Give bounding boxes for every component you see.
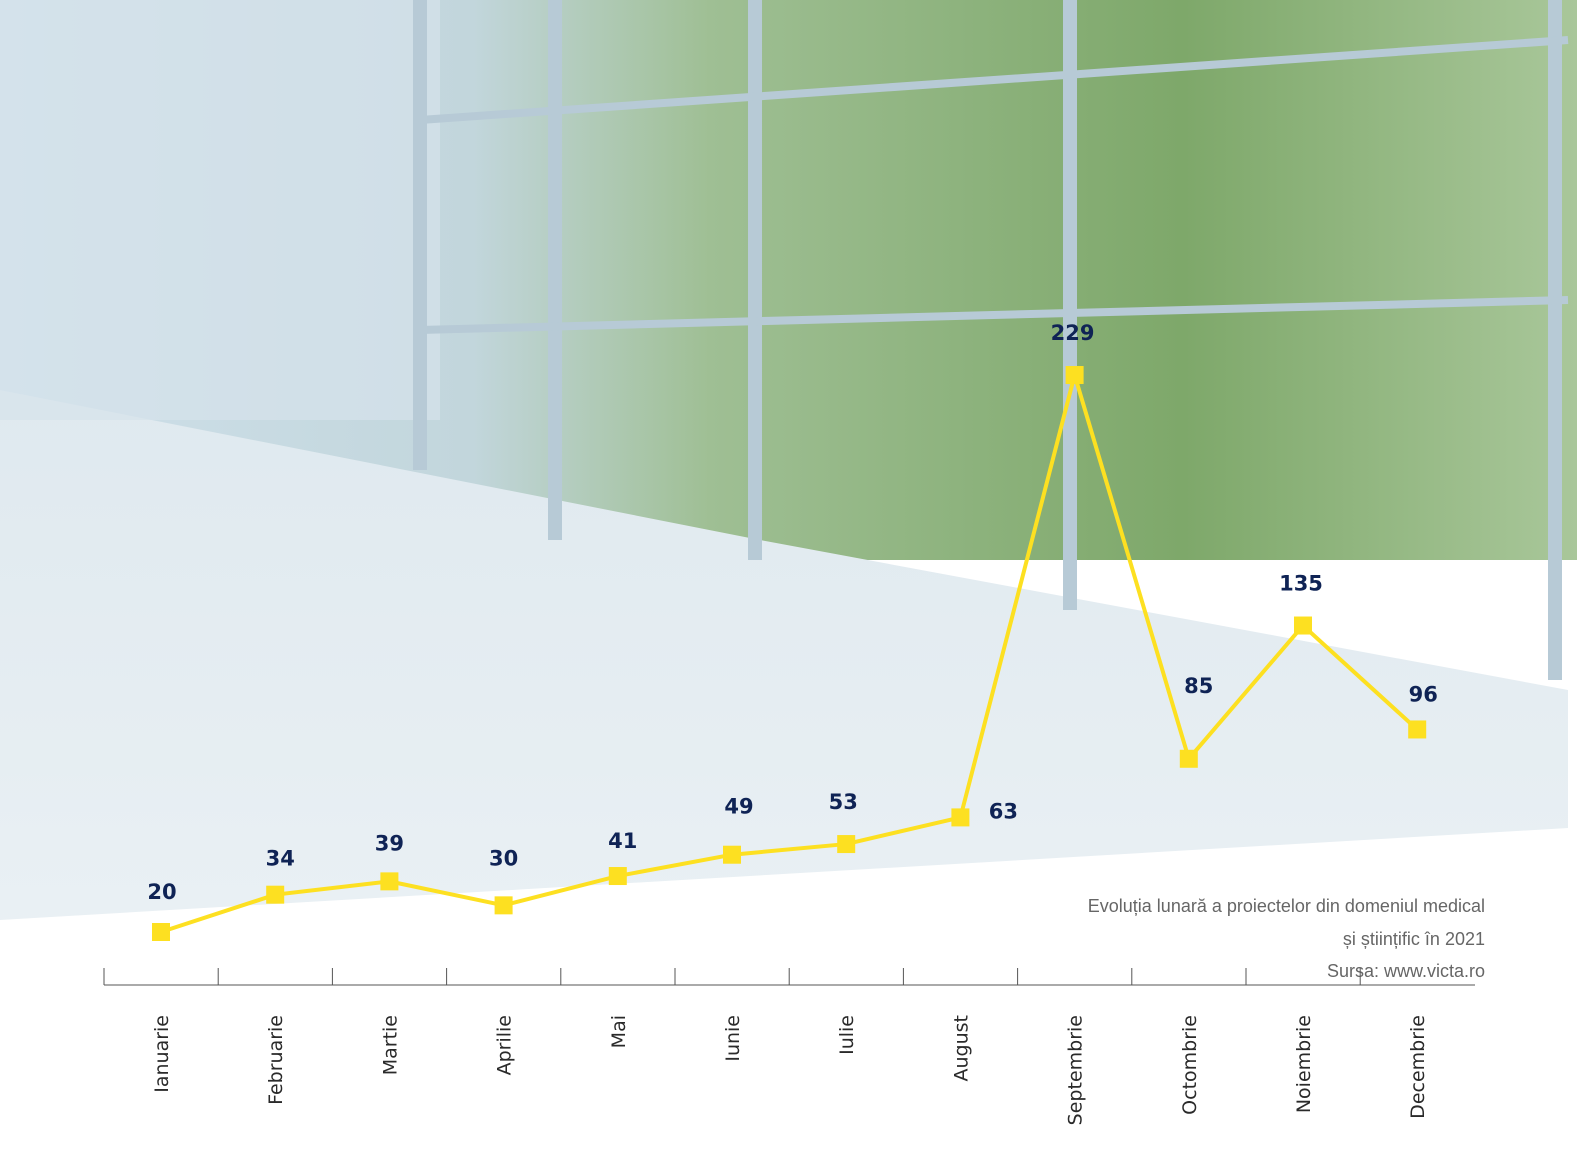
marker [494,896,513,915]
line [160,373,1419,934]
marker [723,845,741,864]
x-tick-label: Iunie [722,1015,744,1062]
marker [1408,720,1427,739]
data-label: 53 [829,790,858,814]
data-label: 39 [375,831,404,855]
marker [951,808,970,827]
data-label: 85 [1184,674,1213,698]
caption: Evoluția lunară a proiectelor din domeni… [1088,896,1485,916]
x-tick-label: August [950,1015,972,1082]
x-tick-label: Decembrie [1407,1015,1429,1119]
marker [380,872,399,891]
data-label: 20 [147,880,176,904]
marker [1294,616,1312,635]
x-tick-label: Mai [608,1015,630,1048]
marker [837,835,856,854]
data-label: 229 [1051,321,1095,345]
data-label: 96 [1409,682,1438,706]
window-frames [413,0,1569,680]
background-ceiling [0,0,440,420]
data-label: 49 [724,795,753,819]
data-label: 63 [989,799,1018,823]
data-label: 135 [1279,572,1323,596]
marker [608,867,627,886]
x-tick-label: Septembrie [1065,1015,1087,1125]
x-tick-label: Octombrie [1179,1015,1201,1115]
caption: și științific în 2021 [1343,929,1485,949]
caption: Sursa: www.victa.ro [1327,961,1485,981]
marker [1065,366,1084,385]
x-tick-label: Noiembrie [1293,1015,1315,1113]
white-panel [0,828,1577,1155]
data-label: 41 [608,829,637,853]
x-tick-label: Martie [379,1015,401,1075]
x-tick-label: Februarie [265,1015,287,1105]
x-tick-label: Ianuarie [151,1015,173,1093]
marker [152,923,170,941]
data-label: 30 [489,846,518,870]
data-label: 34 [266,847,295,871]
x-tick-label: Iulie [836,1015,858,1055]
x-tick-label: Aprilie [494,1015,516,1075]
marker [266,885,285,904]
marker [1179,749,1198,768]
